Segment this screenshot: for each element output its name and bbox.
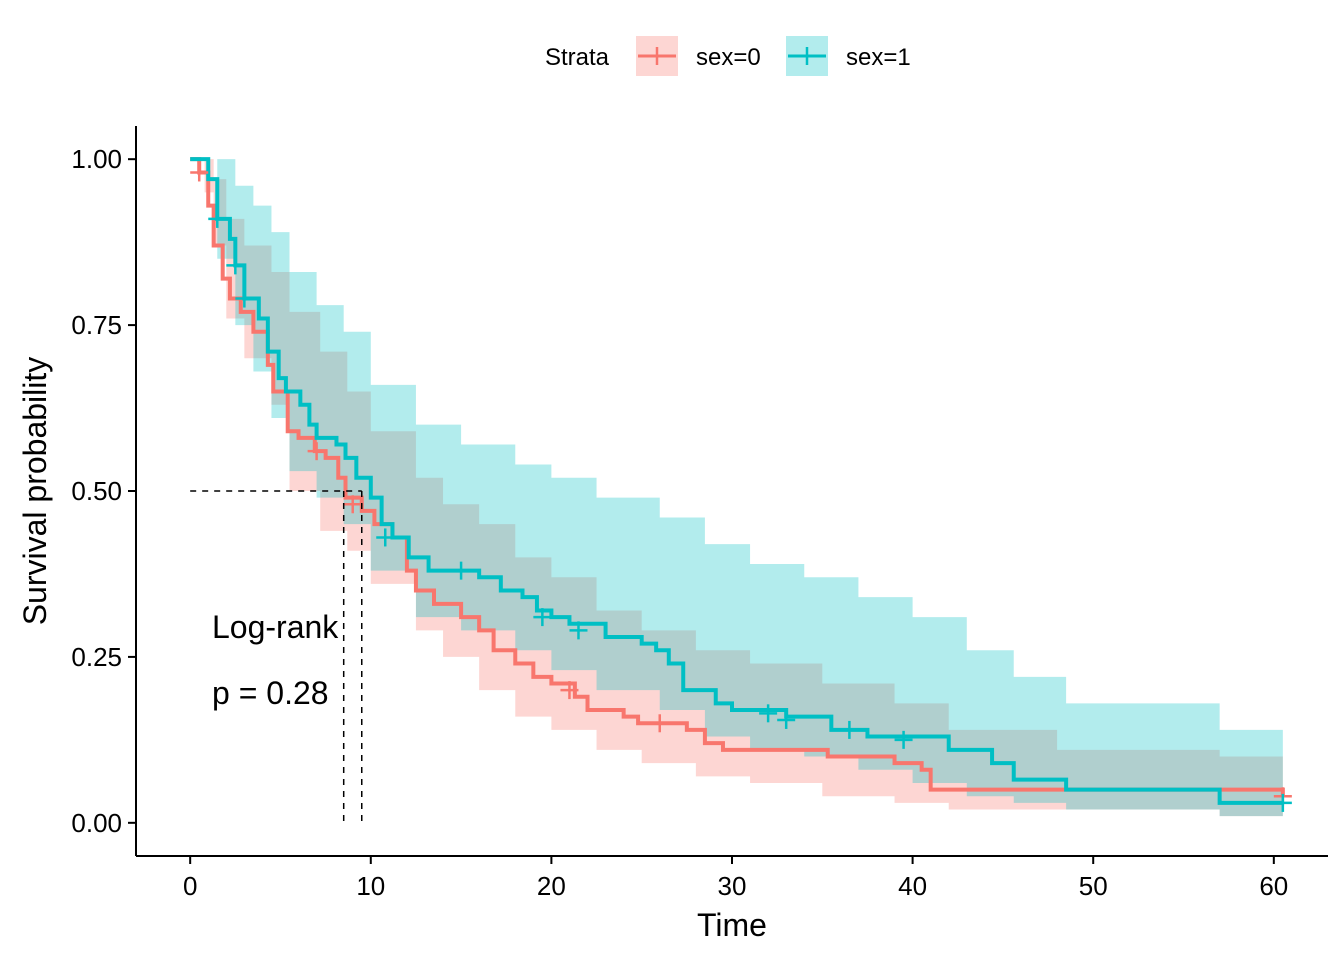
censor-mark	[777, 710, 796, 729]
legend-title: Strata	[545, 44, 610, 71]
censor-mark	[307, 442, 326, 461]
x-tick-label: 60	[1259, 871, 1288, 901]
confidence-band-sex0	[190, 159, 1283, 817]
censor-mark	[1273, 793, 1292, 812]
censor-mark	[235, 289, 254, 308]
x-tick-label: 40	[898, 871, 927, 901]
x-tick-label: 0	[183, 871, 197, 901]
confidence-bands	[190, 159, 1283, 817]
censor-mark	[343, 495, 362, 514]
censor-mark	[560, 681, 579, 700]
x-tick-label: 50	[1079, 871, 1108, 901]
y-tick-label: 0.50	[71, 476, 122, 506]
survival-curve-sex1	[190, 157, 1283, 805]
survival-curves	[190, 157, 1285, 805]
x-axis-title: Time	[697, 907, 767, 943]
y-axis-ticks: 0.00 0.25 0.50 0.75 1.00	[71, 144, 136, 838]
censor-mark	[759, 704, 778, 723]
median-survival-lines	[190, 490, 363, 823]
logrank-label: Log-rank	[212, 609, 339, 645]
censor-mark	[650, 714, 669, 733]
censor-mark	[840, 720, 859, 739]
pvalue-label: p = 0.28	[212, 675, 329, 711]
y-tick-label: 0.00	[71, 808, 122, 838]
x-axis-ticks: 0 10 20 30 40 50 60	[183, 856, 1288, 901]
y-tick-label: 0.75	[71, 310, 122, 340]
survival-curve-sex0	[190, 157, 1285, 797]
x-tick-label: 10	[356, 871, 385, 901]
x-tick-label: 20	[537, 871, 566, 901]
legend-label-sex0: sex=0	[696, 44, 761, 71]
censor-mark	[452, 561, 471, 580]
censor-mark	[569, 621, 588, 640]
legend: Strata sex=0 sex=1	[545, 36, 911, 76]
censor-mark	[894, 730, 913, 749]
censor-marks	[190, 163, 1292, 812]
x-tick-label: 30	[718, 871, 747, 901]
y-axis-title: Survival probability	[17, 357, 53, 626]
legend-label-sex1: sex=1	[846, 44, 911, 71]
confidence-band-sex1	[190, 159, 1283, 817]
y-tick-label: 0.25	[71, 642, 122, 672]
y-tick-label: 1.00	[71, 144, 122, 174]
censor-mark	[226, 256, 245, 275]
censor-mark	[190, 163, 209, 182]
censor-mark	[208, 209, 227, 228]
censor-mark	[533, 608, 552, 627]
censor-mark	[376, 528, 395, 547]
